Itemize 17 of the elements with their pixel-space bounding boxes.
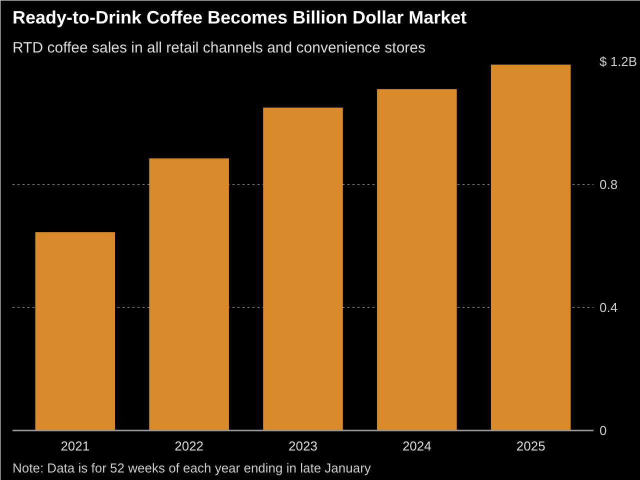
chart-subtitle: RTD coffee sales in all retail channels and convenience stores	[12, 40, 426, 56]
bar	[490, 64, 571, 430]
y-tick-label: $ 1.2B	[600, 54, 638, 69]
x-tick-label: 2022	[174, 438, 204, 454]
text: Note: Data is for 52 weeks of each year ending in late January	[12, 460, 372, 476]
y-tick-label: 0	[600, 423, 607, 438]
chart-title: Ready-to-Drink Coffee Becomes Billion Dollar Market	[12, 8, 467, 28]
x-tick-label: 2021	[60, 438, 90, 454]
y-tick-label: 0.8	[600, 177, 618, 192]
x-tick-label: 2023	[288, 438, 318, 454]
y-tick-label: 0.4	[600, 300, 618, 315]
bar	[35, 232, 116, 430]
bar	[377, 89, 457, 430]
bar	[263, 108, 343, 430]
x-tick-label: 2025	[516, 438, 546, 454]
bar	[149, 158, 229, 430]
x-tick-label: 2024	[402, 438, 432, 454]
